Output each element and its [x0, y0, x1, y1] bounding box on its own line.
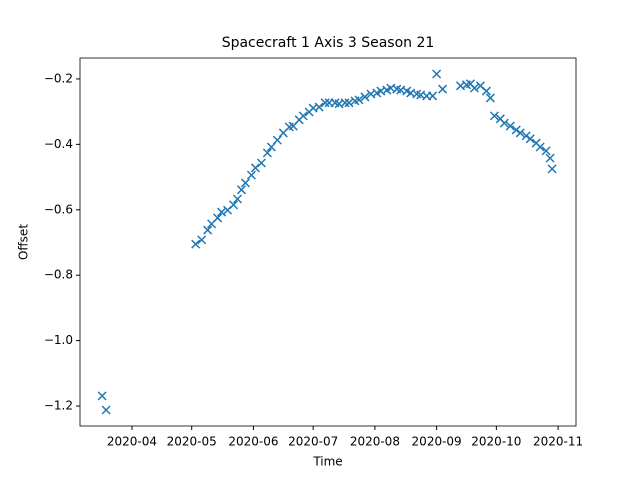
- x-axis-label: Time: [312, 455, 342, 469]
- plot-frame: [79, 57, 577, 427]
- marker: [499, 118, 509, 128]
- marker: [191, 239, 201, 249]
- marker: [213, 213, 223, 223]
- marker: [101, 405, 111, 415]
- marker: [344, 98, 354, 108]
- marker: [298, 111, 308, 121]
- y-tick-label: −0.8: [44, 268, 73, 282]
- marker: [320, 98, 330, 108]
- marker: [232, 194, 243, 204]
- marker: [250, 163, 260, 173]
- marker: [481, 86, 491, 96]
- marker: [535, 142, 545, 152]
- x-tick-label: 2020-06: [228, 435, 278, 449]
- marker: [97, 391, 107, 401]
- marker: [228, 200, 239, 210]
- marker: [525, 134, 535, 144]
- x-tick-label: 2020-09: [412, 435, 462, 449]
- marker: [314, 102, 324, 112]
- marker: [360, 92, 370, 102]
- marker: [256, 158, 266, 168]
- x-tick-label: 2020-10: [471, 435, 521, 449]
- marker: [541, 146, 551, 156]
- x-tick-label: 2020-04: [107, 435, 157, 449]
- y-tick-label: −0.2: [44, 71, 73, 85]
- marker: [428, 91, 438, 101]
- y-tick-label: −1.0: [44, 333, 73, 347]
- marker: [340, 98, 350, 108]
- marker: [485, 93, 495, 103]
- y-tick-label: −1.2: [44, 399, 73, 413]
- y-tick-label: −0.4: [44, 137, 73, 151]
- x-tick-label: 2020-08: [350, 435, 400, 449]
- marker: [354, 95, 364, 105]
- marker: [547, 164, 557, 174]
- marker: [489, 111, 499, 121]
- x-tick-label: 2020-11: [533, 435, 583, 449]
- y-axis-label: Offset: [17, 224, 31, 260]
- marker: [545, 153, 555, 163]
- marker: [505, 121, 515, 131]
- marker: [432, 69, 442, 79]
- marker: [197, 235, 207, 245]
- marker: [240, 178, 250, 188]
- marker: [203, 225, 213, 235]
- x-tick-label: 2020-05: [167, 435, 217, 449]
- marker: [515, 128, 525, 138]
- marker: [469, 83, 479, 93]
- y-tick-label: −0.6: [44, 202, 73, 216]
- marker: [272, 135, 282, 145]
- x-tick-label: 2020-07: [288, 435, 338, 449]
- marker: [262, 148, 272, 158]
- marker: [246, 170, 256, 180]
- marker: [438, 84, 448, 94]
- marker: [236, 185, 247, 195]
- chart-title: Spacecraft 1 Axis 3 Season 21: [222, 35, 435, 51]
- marker: [217, 207, 227, 217]
